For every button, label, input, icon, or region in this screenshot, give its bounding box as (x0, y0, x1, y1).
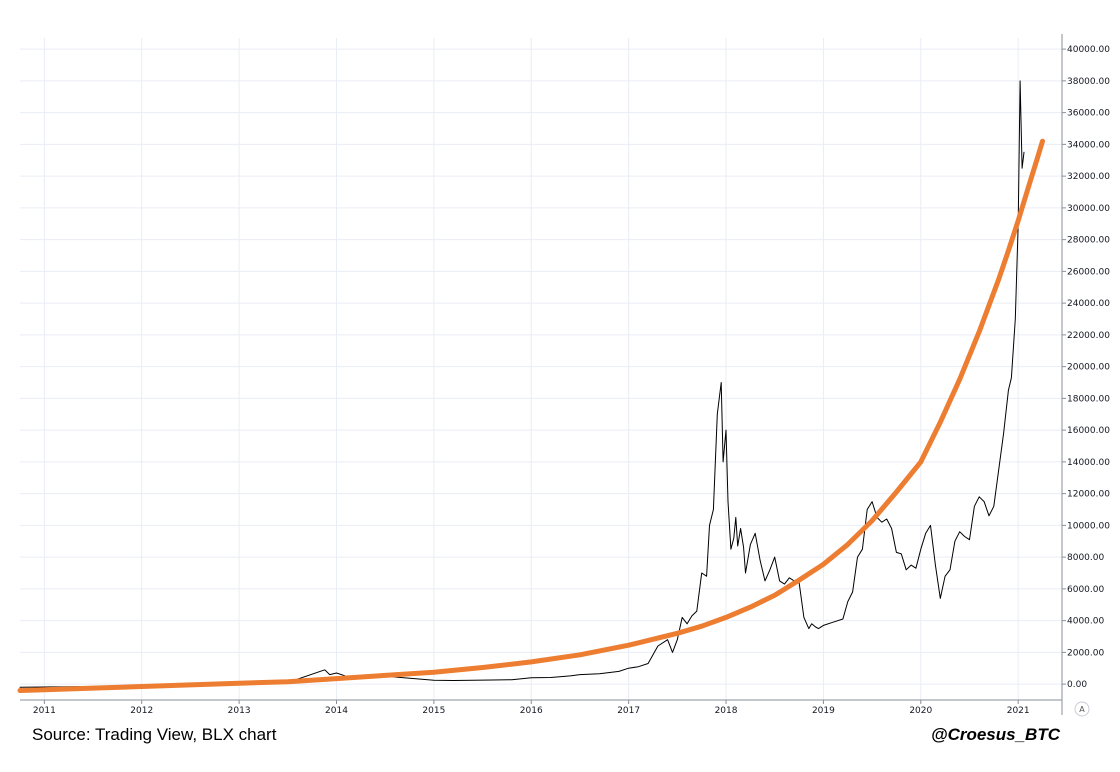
x-tick-label: 2020 (909, 706, 932, 716)
x-tick-label: 2016 (520, 706, 543, 716)
autoscale-label: A (1079, 705, 1085, 714)
x-tick-label: 2013 (228, 706, 251, 716)
y-tick-label: 22000.00 (1067, 331, 1110, 341)
x-tick-label: 2015 (422, 706, 445, 716)
x-tick-label: 2011 (33, 706, 56, 716)
x-tick-label: 2019 (812, 706, 835, 716)
y-tick-label: 18000.00 (1067, 394, 1110, 404)
y-tick-label: 14000.00 (1067, 458, 1110, 468)
y-tick-label: 12000.00 (1067, 490, 1110, 500)
y-tick-label: 10000.00 (1067, 521, 1110, 531)
y-tick-label: 40000.00 (1067, 45, 1110, 55)
y-tick-label: 6000.00 (1067, 585, 1104, 595)
y-tick-label: 38000.00 (1067, 77, 1110, 87)
y-tick-label: 20000.00 (1067, 363, 1110, 373)
y-tick-label: 0.00 (1067, 680, 1087, 690)
x-tick-label: 2021 (1007, 706, 1030, 716)
y-tick-label: 16000.00 (1067, 426, 1110, 436)
x-tick-label: 2012 (130, 706, 153, 716)
x-tick-label: 2014 (325, 706, 348, 716)
y-tick-label: 2000.00 (1067, 648, 1104, 658)
trend-curve-line (17, 138, 1045, 693)
price-chart: 0.00 2000.00 4000.00 6000.00 8000.00 10000.00… (17, 34, 1110, 717)
author-handle: @Croesus_BTC (931, 725, 1060, 744)
y-tick-label: 4000.00 (1067, 617, 1104, 627)
y-tick-label: 8000.00 (1067, 553, 1104, 563)
chart-area: 0.00 2000.00 4000.00 6000.00 8000.00 10000.00… (17, 34, 1110, 717)
price-series-line (19, 80, 1025, 688)
y-tick-label: 24000.00 (1067, 299, 1110, 309)
y-tick-label: 30000.00 (1067, 204, 1110, 214)
x-tick-label: 2017 (617, 706, 640, 716)
y-tick-label: 32000.00 (1067, 172, 1110, 182)
y-tick-label: 36000.00 (1067, 109, 1110, 119)
autoscale-button[interactable] (1074, 701, 1090, 717)
y-tick-label: 28000.00 (1067, 236, 1110, 246)
source-caption: Source: Trading View, BLX chart (32, 725, 277, 744)
y-tick-label: 26000.00 (1067, 267, 1110, 277)
y-tick-label: 34000.00 (1067, 140, 1110, 150)
x-tick-label: 2018 (715, 706, 738, 716)
